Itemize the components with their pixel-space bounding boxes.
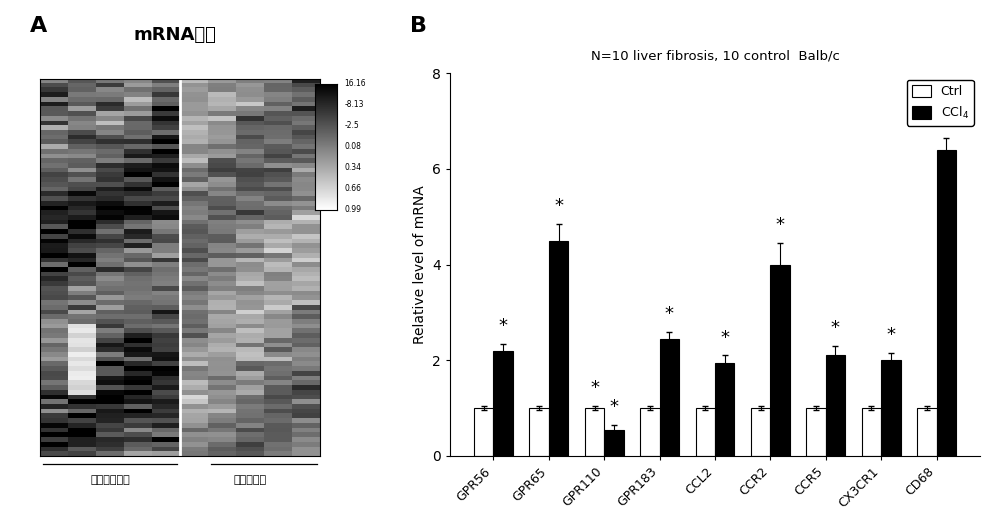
Text: 0.99: 0.99 [345, 205, 362, 214]
Legend: Ctrl, CCl$_4$: Ctrl, CCl$_4$ [907, 80, 974, 126]
Bar [862, 408, 881, 456]
Bar [751, 408, 770, 456]
Text: 纤维化肝组织: 纤维化肝组织 [90, 475, 130, 485]
Text: *: * [776, 216, 785, 235]
Text: A: A [30, 16, 47, 36]
Text: *: * [886, 326, 895, 344]
Bar [549, 241, 568, 456]
Bar [529, 408, 549, 456]
Bar [640, 408, 660, 456]
Text: *: * [554, 198, 563, 215]
Bar [715, 363, 734, 456]
Bar [937, 150, 956, 456]
Bar [806, 408, 826, 456]
Text: 0.08: 0.08 [345, 142, 362, 151]
Bar [770, 265, 790, 456]
Bar [585, 408, 604, 456]
Text: mRNA芯片: mRNA芯片 [134, 26, 216, 44]
Y-axis label: Relative level of mRNA: Relative level of mRNA [413, 185, 427, 344]
Text: -8.13: -8.13 [345, 100, 364, 110]
Text: 0.66: 0.66 [345, 184, 362, 193]
Text: *: * [609, 398, 618, 416]
Bar [474, 408, 493, 456]
Text: 正常肝组织: 正常肝组织 [233, 475, 267, 485]
Text: *: * [720, 329, 729, 347]
Text: *: * [942, 111, 951, 129]
Bar [917, 408, 937, 456]
Text: 0.34: 0.34 [345, 163, 362, 172]
Text: -2.5: -2.5 [345, 121, 359, 130]
Text: *: * [499, 317, 508, 335]
Bar [881, 361, 901, 456]
Bar [660, 339, 679, 456]
Bar [604, 430, 624, 456]
Bar [826, 355, 845, 456]
Title: N=10 liver fibrosis, 10 control  Balb/c: N=10 liver fibrosis, 10 control Balb/c [591, 49, 839, 62]
Bar [493, 351, 513, 456]
Text: 16.16: 16.16 [345, 79, 366, 89]
Text: B: B [410, 16, 427, 36]
Bar [696, 408, 715, 456]
Text: *: * [831, 319, 840, 337]
Text: *: * [665, 305, 674, 323]
Text: *: * [590, 379, 599, 397]
